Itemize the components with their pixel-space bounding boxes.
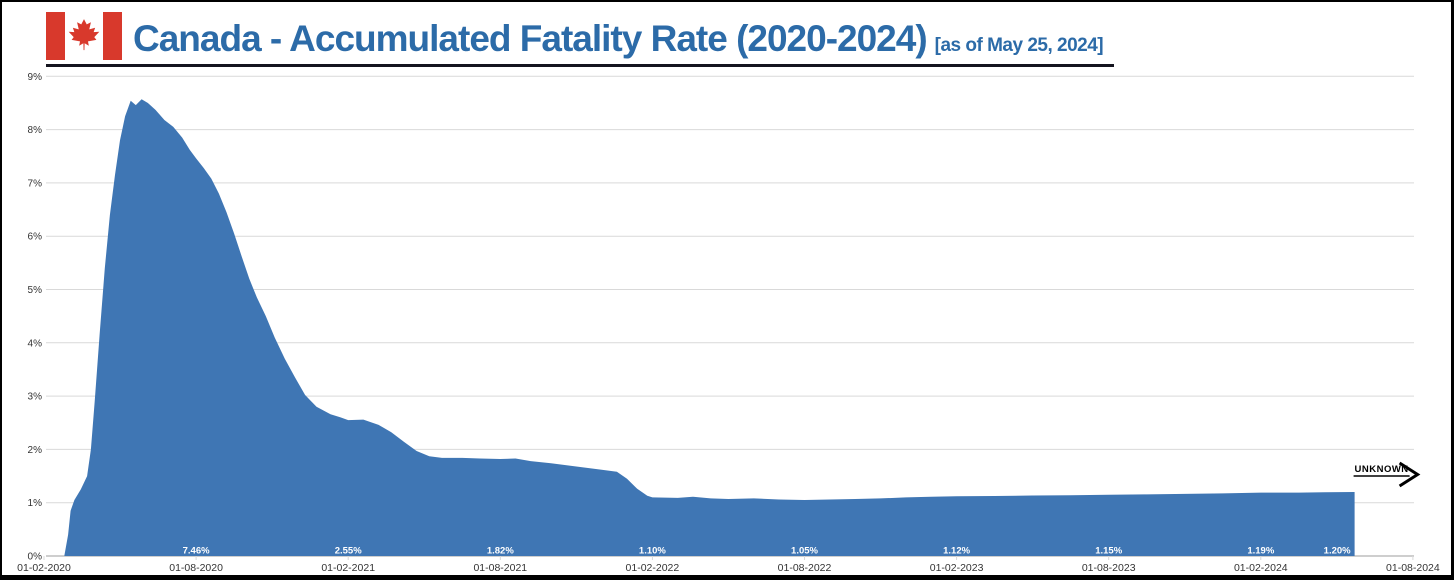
area-series [64,99,1355,556]
y-tick-label: 5% [28,285,43,296]
x-tick-label: 01-02-2020 [17,562,71,574]
x-tick-label: 01-08-2021 [473,562,527,574]
y-tick-label: 7% [28,178,43,189]
x-tick-label: 01-08-2022 [778,562,832,574]
value-label: 1.12% [943,546,970,557]
value-label: 7.46% [183,546,210,557]
x-tick-label: 01-02-2022 [626,562,680,574]
value-label: 1.20% [1324,546,1351,557]
y-tick-label: 6% [28,232,43,243]
x-tick-label: 01-02-2024 [1234,562,1288,574]
y-tick-label: 3% [28,392,43,403]
x-tick-label: 01-08-2023 [1082,562,1136,574]
chart-header: Canada - Accumulated Fatality Rate (2020… [2,2,1451,68]
title-underline [46,64,1114,67]
x-tick-label: 01-02-2021 [321,562,375,574]
y-tick-label: 4% [28,338,43,349]
x-tick-label: 01-08-2020 [169,562,223,574]
value-label: 2.55% [335,546,362,557]
value-label: 1.05% [791,546,818,557]
canada-flag-icon [46,12,122,60]
annotation-label: UNKNOWN [1355,464,1409,475]
annotation-arrow-right-icon [1398,461,1421,488]
chart-title: Canada - Accumulated Fatality Rate (2020… [133,18,928,59]
y-tick-label: 0% [28,552,43,563]
y-tick-label: 2% [28,445,43,456]
value-label: 1.15% [1095,546,1122,557]
y-tick-label: 1% [28,498,43,509]
maple-leaf-icon [68,19,100,51]
chart-subtitle: [as of May 25, 2024] [934,35,1104,56]
value-label: 1.82% [487,546,514,557]
y-tick-label: 8% [28,125,43,136]
value-label: 1.10% [639,546,666,557]
value-label: 1.19% [1247,546,1274,557]
x-tick-label: 01-08-2024 [1386,562,1440,574]
y-tick-label: 9% [28,72,43,83]
x-tick-label: 01-02-2023 [930,562,984,574]
